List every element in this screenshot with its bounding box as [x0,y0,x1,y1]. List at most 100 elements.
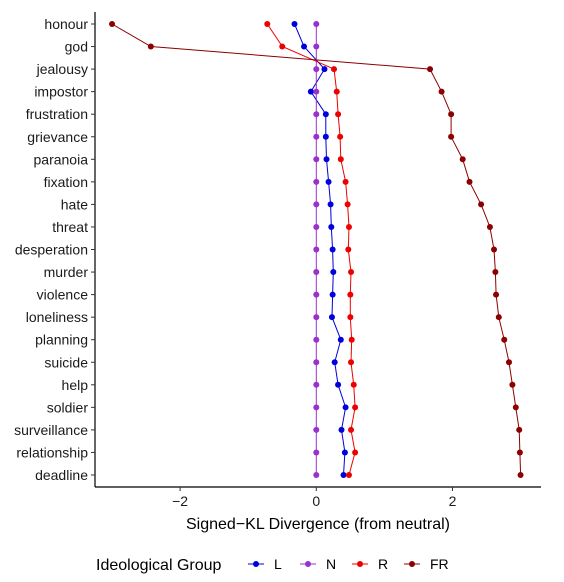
point-fr-loneliness [495,314,502,321]
y-tick-label-soldier: soldier [47,399,89,415]
point-r-soldier [352,404,359,411]
point-fr-desperation [491,246,498,253]
y-tick-label-god: god [65,39,88,55]
point-n-soldier [313,404,320,411]
y-tick-label-help: help [62,377,89,393]
x-axis-title: Signed−KL Divergence (from neutral) [186,516,450,533]
point-r-hate [344,201,351,208]
point-l-jealousy [321,66,328,73]
point-l-hate [327,201,334,208]
point-r-paranoia [337,156,344,163]
y-tick-label-honour: honour [44,16,88,32]
x-tick-label-1: 0 [312,493,320,509]
legend-key-point-r [357,561,363,567]
y-tick-label-hate: hate [61,196,88,212]
point-n-desperation [313,246,320,253]
point-r-desperation [345,246,352,253]
point-n-suicide [313,359,320,366]
y-tick-label-relationship: relationship [16,444,88,460]
y-tick-label-murder: murder [44,264,89,280]
legend-title: Ideological Group [96,557,222,574]
point-n-impostor [313,88,320,95]
point-r-fixation [342,178,349,185]
point-n-murder [313,269,320,276]
point-l-impostor [307,88,314,95]
legend-label-fr: FR [430,556,449,572]
point-n-jealousy [313,66,320,73]
legend-label-r: R [378,556,388,572]
legend-key-point-n [305,561,311,567]
y-tick-label-planning: planning [35,332,88,348]
point-r-god [279,43,286,50]
point-l-grievance [322,133,329,140]
point-n-violence [313,291,320,298]
y-tick-label-fixation: fixation [44,174,88,190]
point-l-violence [329,291,336,298]
y-tick-label-desperation: desperation [15,242,88,258]
point-n-deadline [313,472,320,478]
point-n-relationship [313,449,320,456]
point-fr-god [147,43,154,50]
point-fr-hate [478,201,485,208]
y-tick-label-suicide: suicide [44,354,88,370]
point-r-suicide [348,359,355,366]
y-tick-label-grievance: grievance [27,129,88,145]
x-tick-label-0: −2 [172,493,188,509]
x-tick-label-2: 2 [449,493,457,509]
legend-label-l: L [274,556,282,572]
point-l-soldier [342,404,349,411]
point-r-grievance [337,133,344,140]
point-fr-threat [486,223,493,230]
point-fr-soldier [512,404,519,411]
point-r-deadline [345,472,352,478]
point-fr-deadline [517,472,524,478]
y-tick-label-violence: violence [37,287,89,303]
point-n-loneliness [313,314,320,321]
point-l-surveillance [338,426,345,433]
point-fr-frustration [448,111,455,118]
point-l-desperation [329,246,336,253]
point-l-frustration [322,111,329,118]
point-r-murder [348,269,355,276]
point-l-help [335,381,342,388]
point-fr-help [509,381,516,388]
point-l-suicide [331,359,338,366]
point-fr-murder [492,269,499,276]
point-r-surveillance [348,426,355,433]
point-r-frustration [335,111,342,118]
point-fr-honour [109,21,116,27]
y-tick-label-impostor: impostor [34,84,88,100]
point-fr-impostor [438,88,445,95]
point-l-god [301,43,308,50]
y-tick-label-frustration: frustration [26,106,88,122]
point-r-jealousy [331,66,338,73]
point-fr-planning [501,336,508,343]
point-l-deadline [340,472,347,478]
point-n-god [313,43,320,50]
plot-points [109,21,524,478]
point-r-threat [345,223,352,230]
point-fr-grievance [448,133,455,140]
point-l-relationship [341,449,348,456]
point-fr-paranoia [459,156,466,163]
y-tick-label-surveillance: surveillance [14,422,88,438]
legend-label-n: N [326,556,336,572]
y-tick-label-paranoia: paranoia [34,151,89,167]
y-tick-label-deadline: deadline [35,467,88,483]
point-fr-surveillance [516,426,523,433]
point-fr-violence [493,291,500,298]
y-tick-label-threat: threat [52,219,88,235]
point-n-hate [313,201,320,208]
point-l-fixation [325,178,332,185]
point-n-help [313,381,320,388]
point-n-honour [313,21,320,27]
x-axis: −2 0 2 [95,486,541,509]
point-l-threat [328,223,335,230]
point-r-relationship [352,449,359,456]
point-n-paranoia [313,156,320,163]
point-r-planning [348,336,355,343]
point-l-honour [291,21,298,27]
y-tick-label-loneliness: loneliness [26,309,88,325]
